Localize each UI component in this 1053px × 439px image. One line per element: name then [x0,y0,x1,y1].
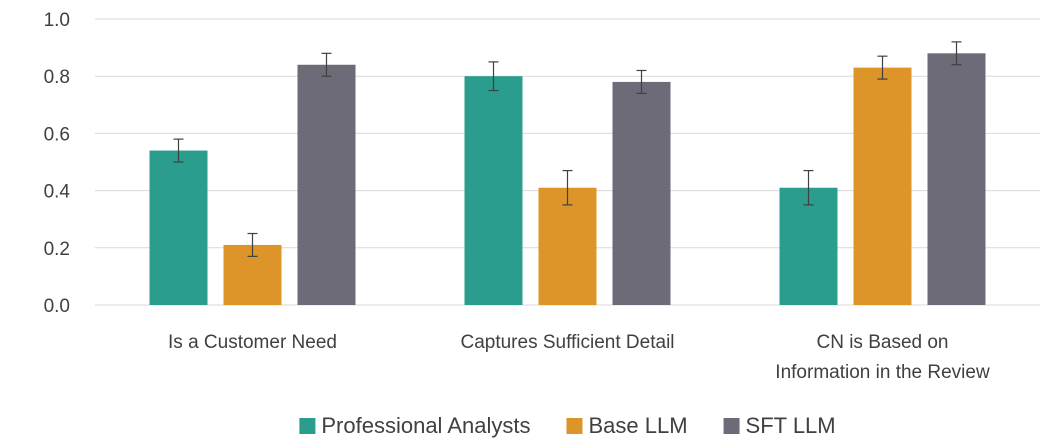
bar [297,64,356,305]
x-axis: Is a Customer Need Captures Sufficient De… [168,332,990,383]
bar [927,53,986,305]
x-tick-label: Captures Sufficient Detail [460,332,674,353]
bar [538,187,597,305]
bar [149,150,208,305]
bars [149,53,986,306]
bar [612,81,671,305]
legend-item: SFT LLM [723,413,836,438]
legend: Professional Analysts Base LLM SFT LLM [299,413,836,438]
y-tick-label: 1.0 [44,10,70,31]
bar [779,187,838,305]
error-bars [173,41,962,257]
y-tick-label: 0.0 [44,296,70,317]
x-tick-label: Is a Customer Need [168,332,337,353]
bar [853,67,912,306]
y-tick-label: 0.4 [44,182,71,203]
legend-item: Professional Analysts [299,413,530,438]
legend-item: Base LLM [566,413,688,438]
x-tick-label-line: Is a Customer Need [168,332,337,353]
legend-label: Professional Analysts [321,413,530,438]
legend-swatch [299,418,316,434]
x-tick-label-line: CN is Based on [816,332,948,353]
y-tick-label: 0.6 [44,124,70,145]
x-tick-label-line: Captures Sufficient Detail [460,332,674,353]
x-tick-label-line: Information in the Review [775,362,990,383]
bar [464,76,523,305]
x-tick-label: CN is Based on Information in the Review [775,332,990,383]
y-tick-label: 0.8 [44,67,70,88]
legend-swatch [566,418,583,434]
legend-label: Base LLM [588,413,687,438]
y-tick-label: 0.2 [44,239,70,260]
legend-label: SFT LLM [746,413,836,438]
legend-swatch [723,418,740,434]
y-axis: 0.0 0.2 0.4 0.6 0.8 1.0 [44,10,71,317]
